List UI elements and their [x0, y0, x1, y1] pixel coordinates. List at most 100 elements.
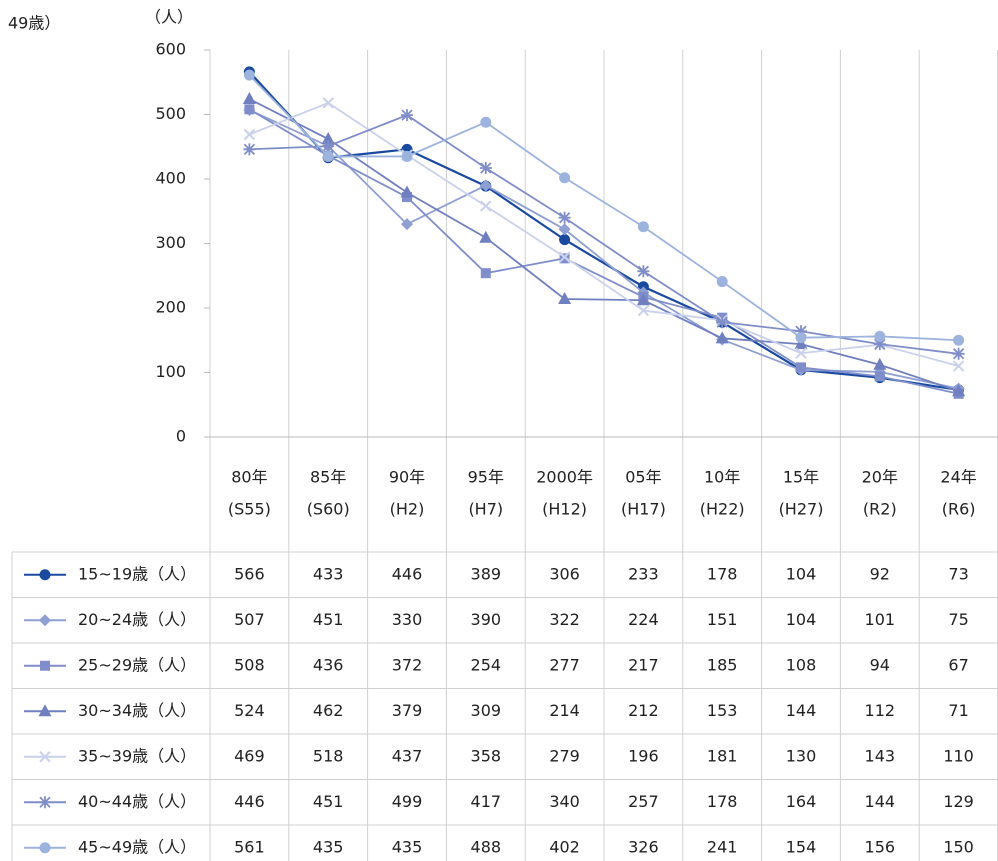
legend-marker	[38, 704, 52, 717]
legend-marker	[39, 842, 51, 854]
point	[400, 185, 414, 198]
table-cell: 390	[471, 610, 502, 629]
x-tick-era: (H17)	[621, 500, 666, 519]
table-cell: 309	[471, 701, 502, 720]
table-cell: 129	[943, 792, 974, 811]
table-cell: 254	[471, 655, 502, 674]
point	[636, 293, 650, 306]
x-tick-label: 85年	[310, 468, 346, 487]
table-cell: 94	[870, 655, 890, 674]
table-cell: 156	[865, 837, 896, 856]
table-cell: 151	[707, 610, 738, 629]
point	[322, 140, 335, 153]
point	[716, 316, 729, 329]
table-cell: 67	[948, 655, 968, 674]
table-cell: 71	[948, 701, 968, 720]
table-cell: 435	[313, 837, 344, 856]
x-tick-label: 05年	[625, 468, 661, 487]
series-line	[248, 74, 959, 342]
table-cell: 433	[313, 564, 344, 583]
table-cell: 451	[313, 610, 344, 629]
legend-label: 45~49歳（人）	[78, 837, 196, 856]
x-tick-era: (H12)	[542, 500, 587, 519]
table-cell: 110	[943, 746, 974, 765]
x-tick-label: 90年	[389, 468, 425, 487]
table-cell: 130	[786, 746, 817, 765]
table-cell: 322	[549, 610, 580, 629]
x-tick-label: 10年	[704, 468, 740, 487]
table-cell: 257	[628, 792, 659, 811]
y-axis-label: （人）	[145, 8, 193, 27]
point	[637, 265, 650, 278]
table-cell: 153	[707, 701, 738, 720]
legend-label: 40~44歳（人）	[78, 792, 196, 811]
point	[322, 97, 334, 109]
table-cell: 150	[943, 837, 974, 856]
x-tick-era: (R2)	[863, 500, 897, 519]
x-tick-era: (H27)	[779, 500, 824, 519]
x-tick-label: 24年	[940, 468, 976, 487]
table-cell: 508	[234, 655, 265, 674]
table-cell: 389	[471, 564, 502, 583]
table-cell: 330	[392, 610, 423, 629]
point	[953, 334, 965, 346]
point	[873, 338, 886, 351]
table-cell: 417	[471, 792, 502, 811]
point	[322, 150, 334, 162]
table-cell: 462	[313, 701, 344, 720]
legend-marker	[39, 751, 51, 763]
legend-marker	[39, 796, 51, 809]
point	[243, 128, 256, 141]
table-cell: 379	[392, 701, 423, 720]
series-line	[248, 108, 959, 395]
x-tick-label: 15年	[783, 468, 819, 487]
point	[952, 360, 965, 372]
series-line	[249, 101, 959, 367]
point	[637, 221, 649, 233]
table-cell: 499	[392, 792, 423, 811]
y-tick-label: 100	[155, 362, 186, 381]
table-cell: 154	[786, 837, 817, 856]
table-cell: 241	[707, 837, 738, 856]
point	[401, 218, 413, 231]
x-tick-label: 20年	[862, 468, 898, 487]
table-cell: 112	[865, 701, 896, 720]
point	[480, 200, 492, 212]
legend-label: 25~29歳（人）	[78, 655, 196, 674]
point	[796, 362, 806, 373]
legend-marker	[40, 660, 50, 671]
table-cell: 402	[549, 837, 580, 856]
table-cell: 451	[313, 792, 344, 811]
point	[243, 69, 255, 81]
table-cell: 436	[313, 655, 344, 674]
legend-label: 35~39歳（人）	[78, 746, 196, 765]
legend-label: 15~19歳（人）	[78, 564, 196, 583]
table-cell: 143	[865, 746, 896, 765]
point	[401, 109, 413, 122]
point	[637, 304, 650, 317]
x-tick-era: (S55)	[228, 500, 271, 519]
table-cell: 104	[786, 610, 817, 629]
point	[559, 234, 571, 246]
point	[401, 150, 413, 162]
table-cell: 75	[948, 610, 968, 629]
point	[558, 291, 572, 304]
x-tick-era: (S60)	[307, 500, 350, 519]
table-cell: 435	[392, 837, 423, 856]
point	[479, 179, 492, 192]
table-cell: 306	[549, 564, 580, 583]
x-tick-era: (R6)	[942, 500, 976, 519]
y-tick-label: 500	[155, 104, 186, 123]
table-cell: 277	[549, 655, 580, 674]
table-cell: 279	[549, 746, 580, 765]
corner-text: 49歳）	[8, 14, 60, 33]
point	[795, 332, 807, 344]
point	[558, 211, 571, 224]
x-tick-label: 2000年	[536, 468, 593, 487]
x-tick-era: (H2)	[390, 500, 425, 519]
table-cell: 164	[786, 792, 817, 811]
table-cell: 518	[313, 746, 344, 765]
table-cell: 326	[628, 837, 659, 856]
table-cell: 144	[865, 792, 896, 811]
table-cell: 217	[628, 655, 659, 674]
